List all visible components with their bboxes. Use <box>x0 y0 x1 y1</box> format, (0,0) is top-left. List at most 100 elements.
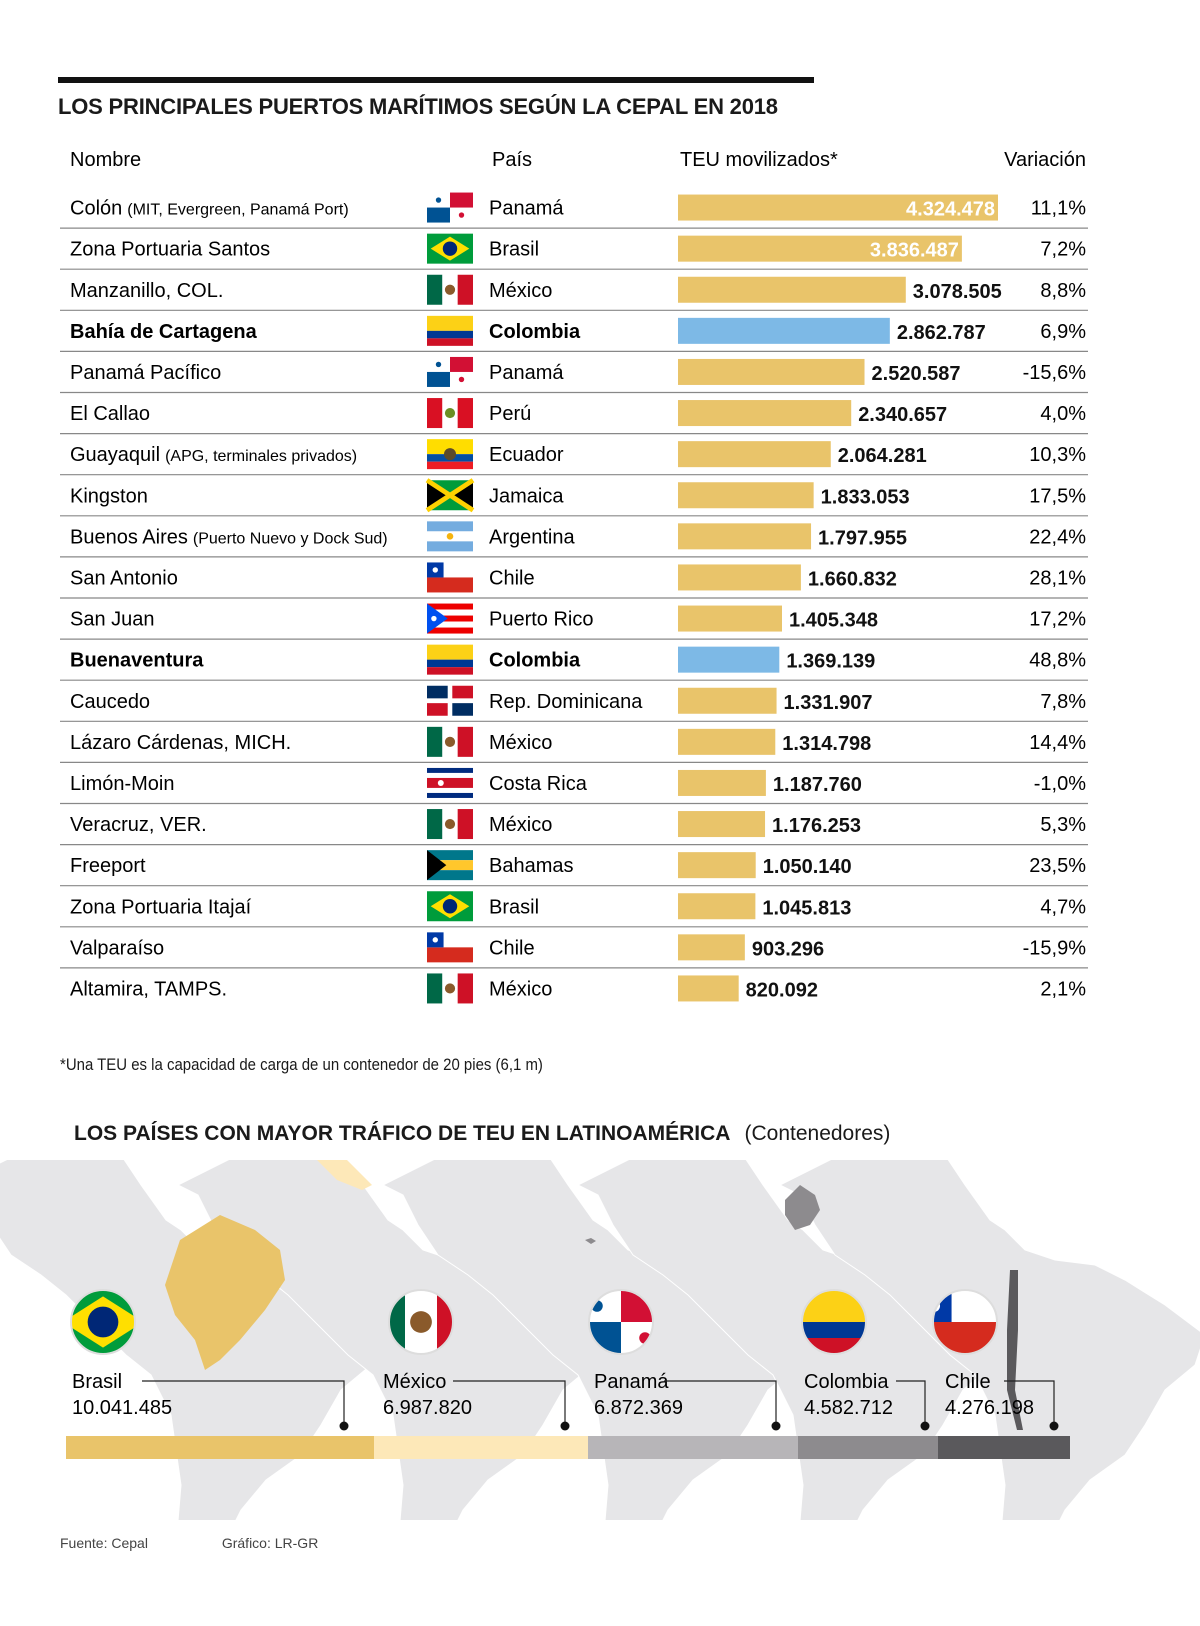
table-row: Panamá Pacífico Panamá 2.520.587 -15,6% <box>60 356 1088 394</box>
country-name: Costa Rica <box>489 773 588 795</box>
leader-dot <box>1049 1421 1059 1431</box>
variation-value: 14,4% <box>1029 732 1086 754</box>
teu-value: 3.836.487 <box>870 240 959 262</box>
header-nombre: Nombre <box>70 149 141 171</box>
flag-ecuador-icon <box>427 439 473 470</box>
flag-colombia-icon <box>427 315 473 346</box>
country-item-panama: Panamá 6.872.369 <box>588 1289 798 1459</box>
port-name: El Callao <box>70 403 150 425</box>
table-row: San Antonio Chile 1.660.832 28,1% <box>60 562 1088 599</box>
variation-value: 7,2% <box>1040 239 1086 261</box>
flag-costarica-icon <box>427 767 473 798</box>
teu-value: 1.187.760 <box>773 774 862 796</box>
leader-dot <box>339 1421 349 1431</box>
country-label: Chile <box>945 1371 991 1393</box>
flag-peru-icon <box>427 398 473 429</box>
teu-bar <box>678 400 852 427</box>
teu-value: 1.050.140 <box>763 856 852 878</box>
country-item-brazil: Brasil 10.041.485 <box>66 1289 374 1459</box>
variation-value: 2,1% <box>1040 978 1086 1000</box>
flag-brazil-icon <box>427 233 473 264</box>
flag-colombia-icon <box>427 644 473 675</box>
flag-jamaica-icon <box>425 478 475 513</box>
panama-highlight <box>585 1238 596 1244</box>
country-name: Colombia <box>489 321 581 343</box>
table-row: Limón-Moin Costa Rica 1.187.760 -1,0% <box>60 767 1088 805</box>
scale-segment <box>66 1436 374 1459</box>
table-row: Altamira, TAMPS. México 820.092 2,1% <box>70 973 1086 1004</box>
port-name: Bahía de Cartagena <box>70 321 258 343</box>
variation-value: -15,9% <box>1023 937 1087 959</box>
scale-segment <box>588 1436 798 1459</box>
flag-brazil-icon <box>71 1290 135 1354</box>
port-name: Limón-Moin <box>70 773 174 795</box>
variation-value: 17,2% <box>1029 609 1086 631</box>
map-silhouette <box>576 1160 1004 1520</box>
country-name: México <box>489 280 552 302</box>
country-label: Colombia <box>804 1371 889 1393</box>
port-name: Guayaquil (APG, terminales privados) <box>70 444 357 466</box>
teu-bar <box>678 811 766 838</box>
teu-value: 1.314.798 <box>782 733 871 755</box>
country-name: Chile <box>489 937 535 959</box>
teu-value: 2.520.587 <box>872 363 961 385</box>
title-rule <box>58 77 814 83</box>
teu-value: 820.092 <box>746 979 818 1001</box>
port-name: Veracruz, VER. <box>70 814 207 836</box>
flag-brazil-icon <box>427 891 473 922</box>
port-name: Caucedo <box>70 691 150 713</box>
country-label: Brasil <box>72 1371 122 1393</box>
variation-value: 6,9% <box>1040 321 1086 343</box>
teu-value: 1.331.907 <box>784 692 873 714</box>
country-value: 10.041.485 <box>72 1397 172 1419</box>
flag-panama-icon <box>427 356 473 387</box>
country-label: México <box>383 1371 446 1393</box>
teu-bar <box>678 564 801 591</box>
map-silhouette <box>176 1160 604 1520</box>
variation-value: 48,8% <box>1029 650 1086 672</box>
leader-dot <box>771 1421 781 1431</box>
variation-value: 17,5% <box>1029 485 1086 507</box>
country-value: 6.872.369 <box>594 1397 683 1419</box>
variation-value: 4,0% <box>1040 403 1086 425</box>
teu-value: 903.296 <box>752 938 824 960</box>
flag-chile-icon <box>427 562 473 593</box>
section-title: LOS PAÍSES CON MAYOR TRÁFICO DE TEU EN L… <box>74 1122 890 1146</box>
teu-value: 2.862.787 <box>897 322 986 344</box>
scale-segment <box>798 1436 938 1459</box>
teu-value: 1.045.813 <box>762 897 851 919</box>
table-row: Veracruz, VER. México 1.176.253 5,3% <box>60 809 1088 846</box>
flag-chile-icon <box>427 932 473 963</box>
chile-highlight <box>1007 1270 1023 1430</box>
leader-dot <box>560 1421 570 1431</box>
country-name: Ecuador <box>489 444 564 466</box>
country-name: Bahamas <box>489 855 574 877</box>
leader-dot <box>920 1421 930 1431</box>
teu-bar <box>678 852 756 879</box>
teu-value: 1.405.348 <box>789 610 878 632</box>
port-name: Valparaíso <box>70 937 164 959</box>
teu-value: 1.833.053 <box>821 486 910 508</box>
variation-value: 10,3% <box>1029 444 1086 466</box>
port-name: Freeport <box>70 855 146 877</box>
footnote: *Una TEU es la capacidad de carga de un … <box>60 1055 543 1074</box>
teu-value: 4.324.478 <box>906 199 995 221</box>
teu-bar <box>678 194 998 221</box>
country-item-mexico: México 6.987.820 <box>374 1289 588 1459</box>
leader-line <box>1004 1380 1055 1426</box>
teu-value: 2.064.281 <box>838 445 927 467</box>
flag-mexico-icon <box>427 726 473 757</box>
port-name: Zona Portuaria Itajaí <box>70 896 252 918</box>
header-variacion: Variación <box>1004 149 1086 171</box>
country-label: Panamá <box>594 1371 669 1393</box>
country-item-colombia: Colombia 4.582.712 <box>798 1289 938 1459</box>
ports-table: Nombre País TEU movilizados* Variación Colón… <box>60 149 1088 1004</box>
flag-bahamas-icon <box>427 850 473 881</box>
chart-title: LOS PRINCIPALES PUERTOS MARÍTIMOS SEGÚN … <box>58 94 778 119</box>
flag-mexico-icon <box>427 973 473 1004</box>
teu-bar <box>678 358 865 385</box>
port-name: Colón (MIT, Evergreen, Panamá Port) <box>70 198 349 220</box>
header-pais: País <box>492 149 532 171</box>
port-name: Altamira, TAMPS. <box>70 978 227 1000</box>
country-value: 4.276.198 <box>945 1397 1034 1419</box>
